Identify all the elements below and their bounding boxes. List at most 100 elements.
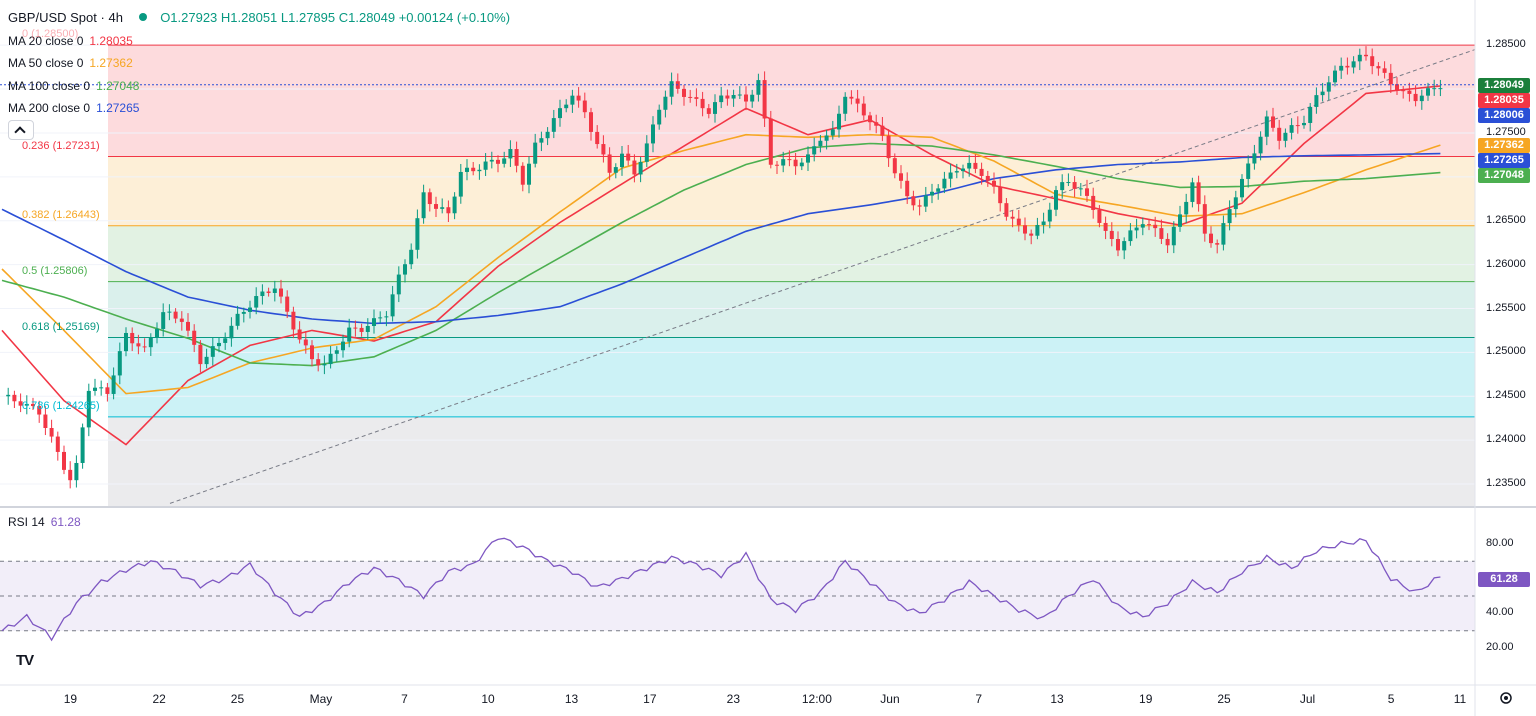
ma200-legend[interactable]: MA 200 close 0 1.27265 (8, 101, 139, 115)
grid (0, 44, 1475, 485)
candle-body (446, 207, 451, 214)
interval[interactable]: 4h (108, 10, 123, 25)
candle-body (564, 104, 569, 109)
candle-body (539, 138, 544, 143)
candle-body (700, 98, 705, 109)
candle-body (855, 98, 860, 104)
candle-body (217, 342, 221, 347)
trendline[interactable] (169, 49, 1476, 504)
candle-body (1140, 224, 1145, 228)
candle-body (824, 135, 829, 141)
price-tag-4: 1.27265 (1478, 153, 1530, 169)
candle-body (55, 436, 60, 452)
candle-body (1215, 243, 1220, 245)
candle-body (793, 159, 798, 167)
symbol-name[interactable]: GBP/USD Spot (8, 10, 97, 25)
candle-body (421, 192, 426, 219)
candle-body (750, 94, 755, 102)
candle-body (1376, 66, 1381, 69)
tradingview-logo[interactable]: TV (16, 652, 34, 669)
candle-body (12, 394, 17, 402)
candle-body (682, 88, 686, 97)
candle-body (179, 318, 184, 322)
candle-body (440, 207, 445, 209)
candle-body (117, 351, 122, 376)
candle-body (514, 149, 519, 166)
time-tick-label: 25 (230, 692, 245, 706)
candle-body (1078, 188, 1083, 190)
time-tick-label: 22 (152, 692, 166, 706)
candle-body (458, 171, 463, 197)
candle-body (589, 112, 593, 132)
ma50-legend[interactable]: MA 50 close 0 1.27362 (8, 56, 133, 70)
candle-body (465, 167, 469, 172)
candle-body (80, 427, 85, 463)
candle-body (1320, 91, 1325, 96)
candle-body (1333, 70, 1337, 83)
candle-body (1277, 127, 1282, 141)
time-tick-label: 5 (1387, 692, 1395, 706)
candle-body (1060, 182, 1065, 191)
candle-body (353, 327, 358, 329)
candle-body (1227, 209, 1232, 224)
candle-body (601, 144, 606, 155)
candle-body (124, 332, 128, 352)
ma-line-ma50 (1, 133, 1441, 395)
candle-body (899, 173, 903, 181)
time-tick-label: 19 (1139, 692, 1153, 706)
ma50-value: 1.27362 (89, 56, 133, 70)
candle-body (973, 162, 978, 169)
candle-body (1035, 224, 1040, 236)
candle-body (1407, 90, 1412, 94)
candle-body (607, 154, 612, 173)
ma20-label: MA 20 close 0 (8, 34, 84, 48)
candle-body (1103, 222, 1108, 231)
candle-body (1010, 216, 1015, 219)
time-tick-label: 7 (975, 692, 983, 706)
fibonacci-lines (108, 44, 1475, 418)
candle-body (334, 350, 339, 354)
candle-body (235, 313, 240, 326)
candle-body (533, 142, 538, 164)
candle-body (1357, 54, 1362, 62)
candle-body (1432, 88, 1437, 90)
time-tick-label: 7 (401, 692, 408, 706)
ma100-legend[interactable]: MA 100 close 0 1.27048 (8, 79, 139, 93)
price-tick-label: 1.25000 (1486, 345, 1526, 358)
candle-body (812, 146, 817, 155)
candle-body (1252, 153, 1257, 164)
candle-body (837, 113, 841, 130)
candle-body (657, 109, 662, 125)
collapse-legend-button[interactable] (8, 120, 34, 140)
time-tick-label: 19 (63, 692, 78, 706)
ma50-label: MA 50 close 0 (8, 56, 84, 70)
candle-body (992, 180, 996, 187)
rsi-legend[interactable]: RSI 14 61.28 (8, 515, 81, 529)
candle-body (868, 115, 872, 123)
candle-body (384, 316, 389, 318)
ma100-value: 1.27048 (96, 79, 140, 93)
candle-body (291, 311, 296, 330)
candle-body (186, 321, 190, 331)
candle-body (1165, 238, 1170, 246)
candle-body (1240, 178, 1244, 198)
ma200-label: MA 200 close 0 (8, 101, 91, 115)
ma20-legend[interactable]: MA 20 close 0 1.28035 (8, 34, 133, 48)
candle-body (551, 118, 556, 132)
price-tag-1: 1.28035 (1478, 92, 1530, 108)
price-tag-3: 1.27362 (1478, 138, 1530, 154)
candle-body (1345, 65, 1350, 68)
gear-icon[interactable] (1499, 691, 1513, 705)
candle-body (341, 341, 345, 351)
candle-body (489, 159, 494, 162)
candle-body (744, 94, 748, 102)
candle-body (570, 95, 575, 105)
fib-zone-3 (108, 281, 1475, 338)
candle-body (998, 186, 1003, 204)
ma200-value: 1.27265 (96, 101, 140, 115)
candle-body (322, 364, 327, 366)
ma-line-ma20 (1, 85, 1441, 446)
candle-body (223, 338, 228, 343)
chevron-up-icon (14, 126, 26, 138)
